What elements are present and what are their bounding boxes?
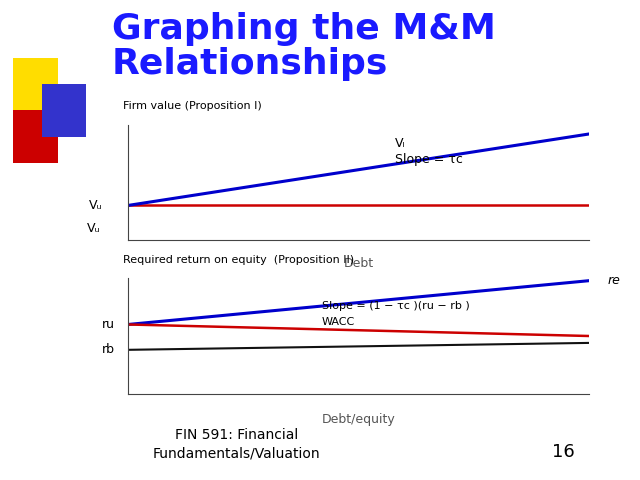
Text: Vₗ: Vₗ bbox=[396, 137, 406, 150]
Text: Vᵤ: Vᵤ bbox=[87, 222, 100, 235]
Text: Vᵤ: Vᵤ bbox=[89, 199, 102, 212]
Text: Graphing the M&M
Relationships: Graphing the M&M Relationships bbox=[112, 12, 496, 81]
Text: Required return on equity  (Proposition II): Required return on equity (Proposition I… bbox=[124, 254, 355, 264]
Text: Slope = τc: Slope = τc bbox=[396, 153, 463, 166]
Text: ru: ru bbox=[102, 318, 115, 331]
Text: FIN 591: Financial
Fundamentals/Valuation: FIN 591: Financial Fundamentals/Valuatio… bbox=[153, 429, 321, 461]
Text: WACC: WACC bbox=[321, 317, 355, 327]
Text: re: re bbox=[608, 274, 621, 287]
Text: Debt: Debt bbox=[343, 257, 374, 270]
Text: 16: 16 bbox=[552, 443, 575, 461]
Text: rb: rb bbox=[102, 343, 115, 356]
Text: Slope = (1 − τc )(ru − rb ): Slope = (1 − τc )(ru − rb ) bbox=[321, 300, 469, 311]
Text: Debt/equity: Debt/equity bbox=[321, 413, 396, 426]
Text: Firm value (Proposition I): Firm value (Proposition I) bbox=[124, 101, 262, 111]
